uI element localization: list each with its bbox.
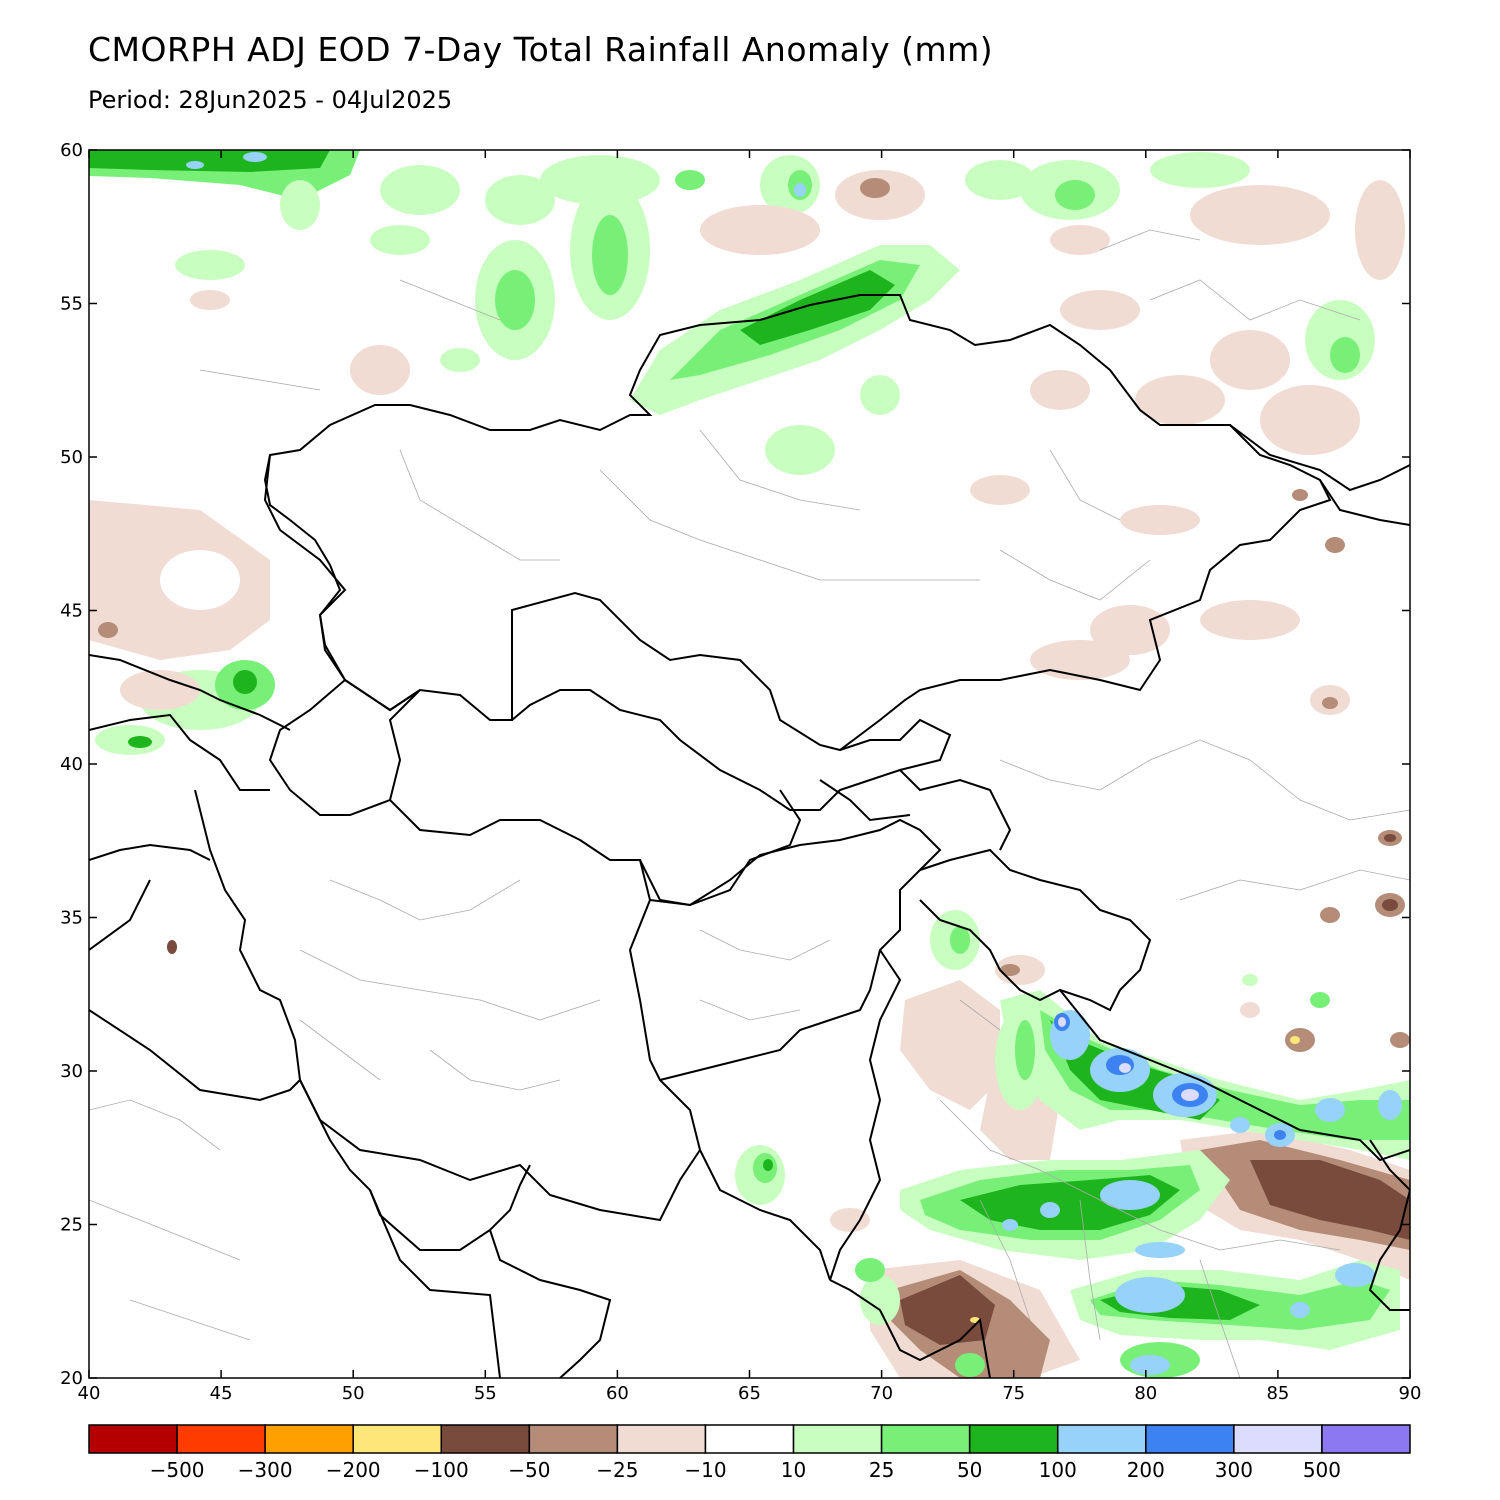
caucasus-region	[89, 500, 275, 954]
colorbar-swatch	[176, 1424, 266, 1454]
colorbar-label: 50	[957, 1458, 982, 1482]
colorbar-swatch	[1321, 1424, 1411, 1454]
colorbar-label: −500	[150, 1458, 205, 1482]
colorbar-swatch	[264, 1424, 354, 1454]
lon-tick-label: 60	[606, 1383, 629, 1404]
colorbar-swatch	[792, 1424, 883, 1454]
lat-tick-label: 55	[60, 294, 83, 315]
longitude-axis: 40 45 50 55 60 65 70 75 80 85 90	[78, 150, 1422, 1404]
lat-tick-label: 25	[60, 1215, 83, 1236]
colorbar-swatch	[440, 1424, 531, 1454]
colorbar-label: 200	[1127, 1458, 1165, 1482]
anomaly-field	[89, 150, 1410, 1378]
colorbar-label: −100	[414, 1458, 469, 1482]
lat-tick-label: 50	[60, 447, 83, 468]
lon-tick-label: 45	[210, 1383, 233, 1404]
lat-tick-label: 35	[60, 908, 83, 929]
colorbar-swatch	[616, 1424, 707, 1454]
colorbar-swatch	[968, 1424, 1059, 1454]
country-borders	[89, 294, 1410, 1378]
lat-tick-label: 30	[60, 1061, 83, 1082]
lon-tick-label: 50	[342, 1383, 365, 1404]
colorbar-label: −25	[596, 1458, 638, 1482]
lon-tick-label: 70	[870, 1383, 893, 1404]
colorbar-label: −50	[508, 1458, 550, 1482]
lon-tick-label: 75	[1002, 1383, 1025, 1404]
colorbar-label: 25	[869, 1458, 894, 1482]
colorbar-swatch	[704, 1424, 795, 1454]
chart-title: CMORPH ADJ EOD 7-Day Total Rainfall Anom…	[88, 30, 994, 69]
north-dry-patches	[190, 170, 1405, 715]
lat-tick-label: 20	[60, 1368, 83, 1389]
lon-tick-label: 90	[1399, 1383, 1422, 1404]
lon-tick-label: 65	[738, 1383, 761, 1404]
colorbar-label: −300	[238, 1458, 293, 1482]
latitude-axis: 60 55 50 45 40 35 30 25 20	[60, 140, 1410, 1389]
lat-tick-label: 45	[60, 601, 83, 622]
colorbar-label: 300	[1215, 1458, 1253, 1482]
lon-tick-label: 55	[474, 1383, 497, 1404]
colorbar-swatch	[1145, 1424, 1235, 1454]
india-dry-patches	[830, 830, 1410, 1378]
colorbar-swatch	[88, 1424, 178, 1454]
colorbar-label: 100	[1039, 1458, 1077, 1482]
colorbar-swatch	[1056, 1424, 1147, 1454]
india-wet-patches	[735, 910, 1410, 1378]
lat-tick-label: 60	[60, 140, 83, 161]
colorbar-swatch	[528, 1424, 619, 1454]
lon-tick-label: 85	[1266, 1383, 1289, 1404]
admin-boundaries	[89, 229, 1410, 1378]
colorbar-label: −10	[684, 1458, 726, 1482]
period-subtitle: Period: 28Jun2025 - 04Jul2025	[88, 86, 453, 114]
colorbar-swatch	[352, 1424, 443, 1454]
colorbar-swatch	[880, 1424, 971, 1454]
frontal-rain-band	[630, 245, 960, 475]
colorbar-label: 10	[781, 1458, 806, 1482]
colorbar-swatch	[1233, 1424, 1323, 1454]
colorbar-label: −200	[326, 1458, 381, 1482]
colorbar-label: 500	[1303, 1458, 1341, 1482]
colorbar: −500 −300 −200 −100 −50 −25 −10 10 25 50 100 200 300…	[88, 1424, 1411, 1482]
north-wet-band	[89, 150, 1375, 380]
lon-tick-label: 80	[1134, 1383, 1157, 1404]
lat-tick-label: 40	[60, 754, 83, 775]
lon-tick-label: 40	[78, 1383, 101, 1404]
